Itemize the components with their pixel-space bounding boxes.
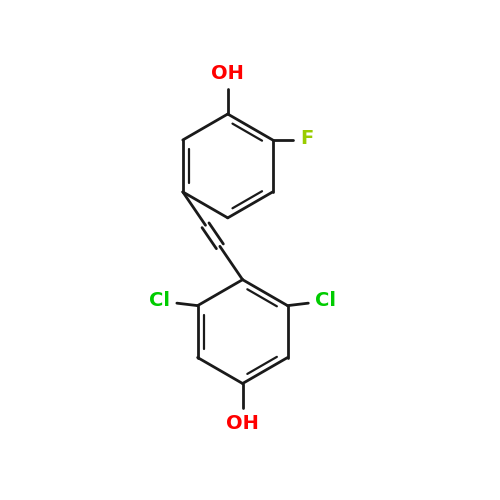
Text: Cl: Cl [314, 291, 336, 310]
Text: OH: OH [226, 414, 259, 433]
Text: F: F [300, 130, 313, 148]
Text: OH: OH [212, 64, 244, 84]
Text: Cl: Cl [150, 291, 171, 310]
